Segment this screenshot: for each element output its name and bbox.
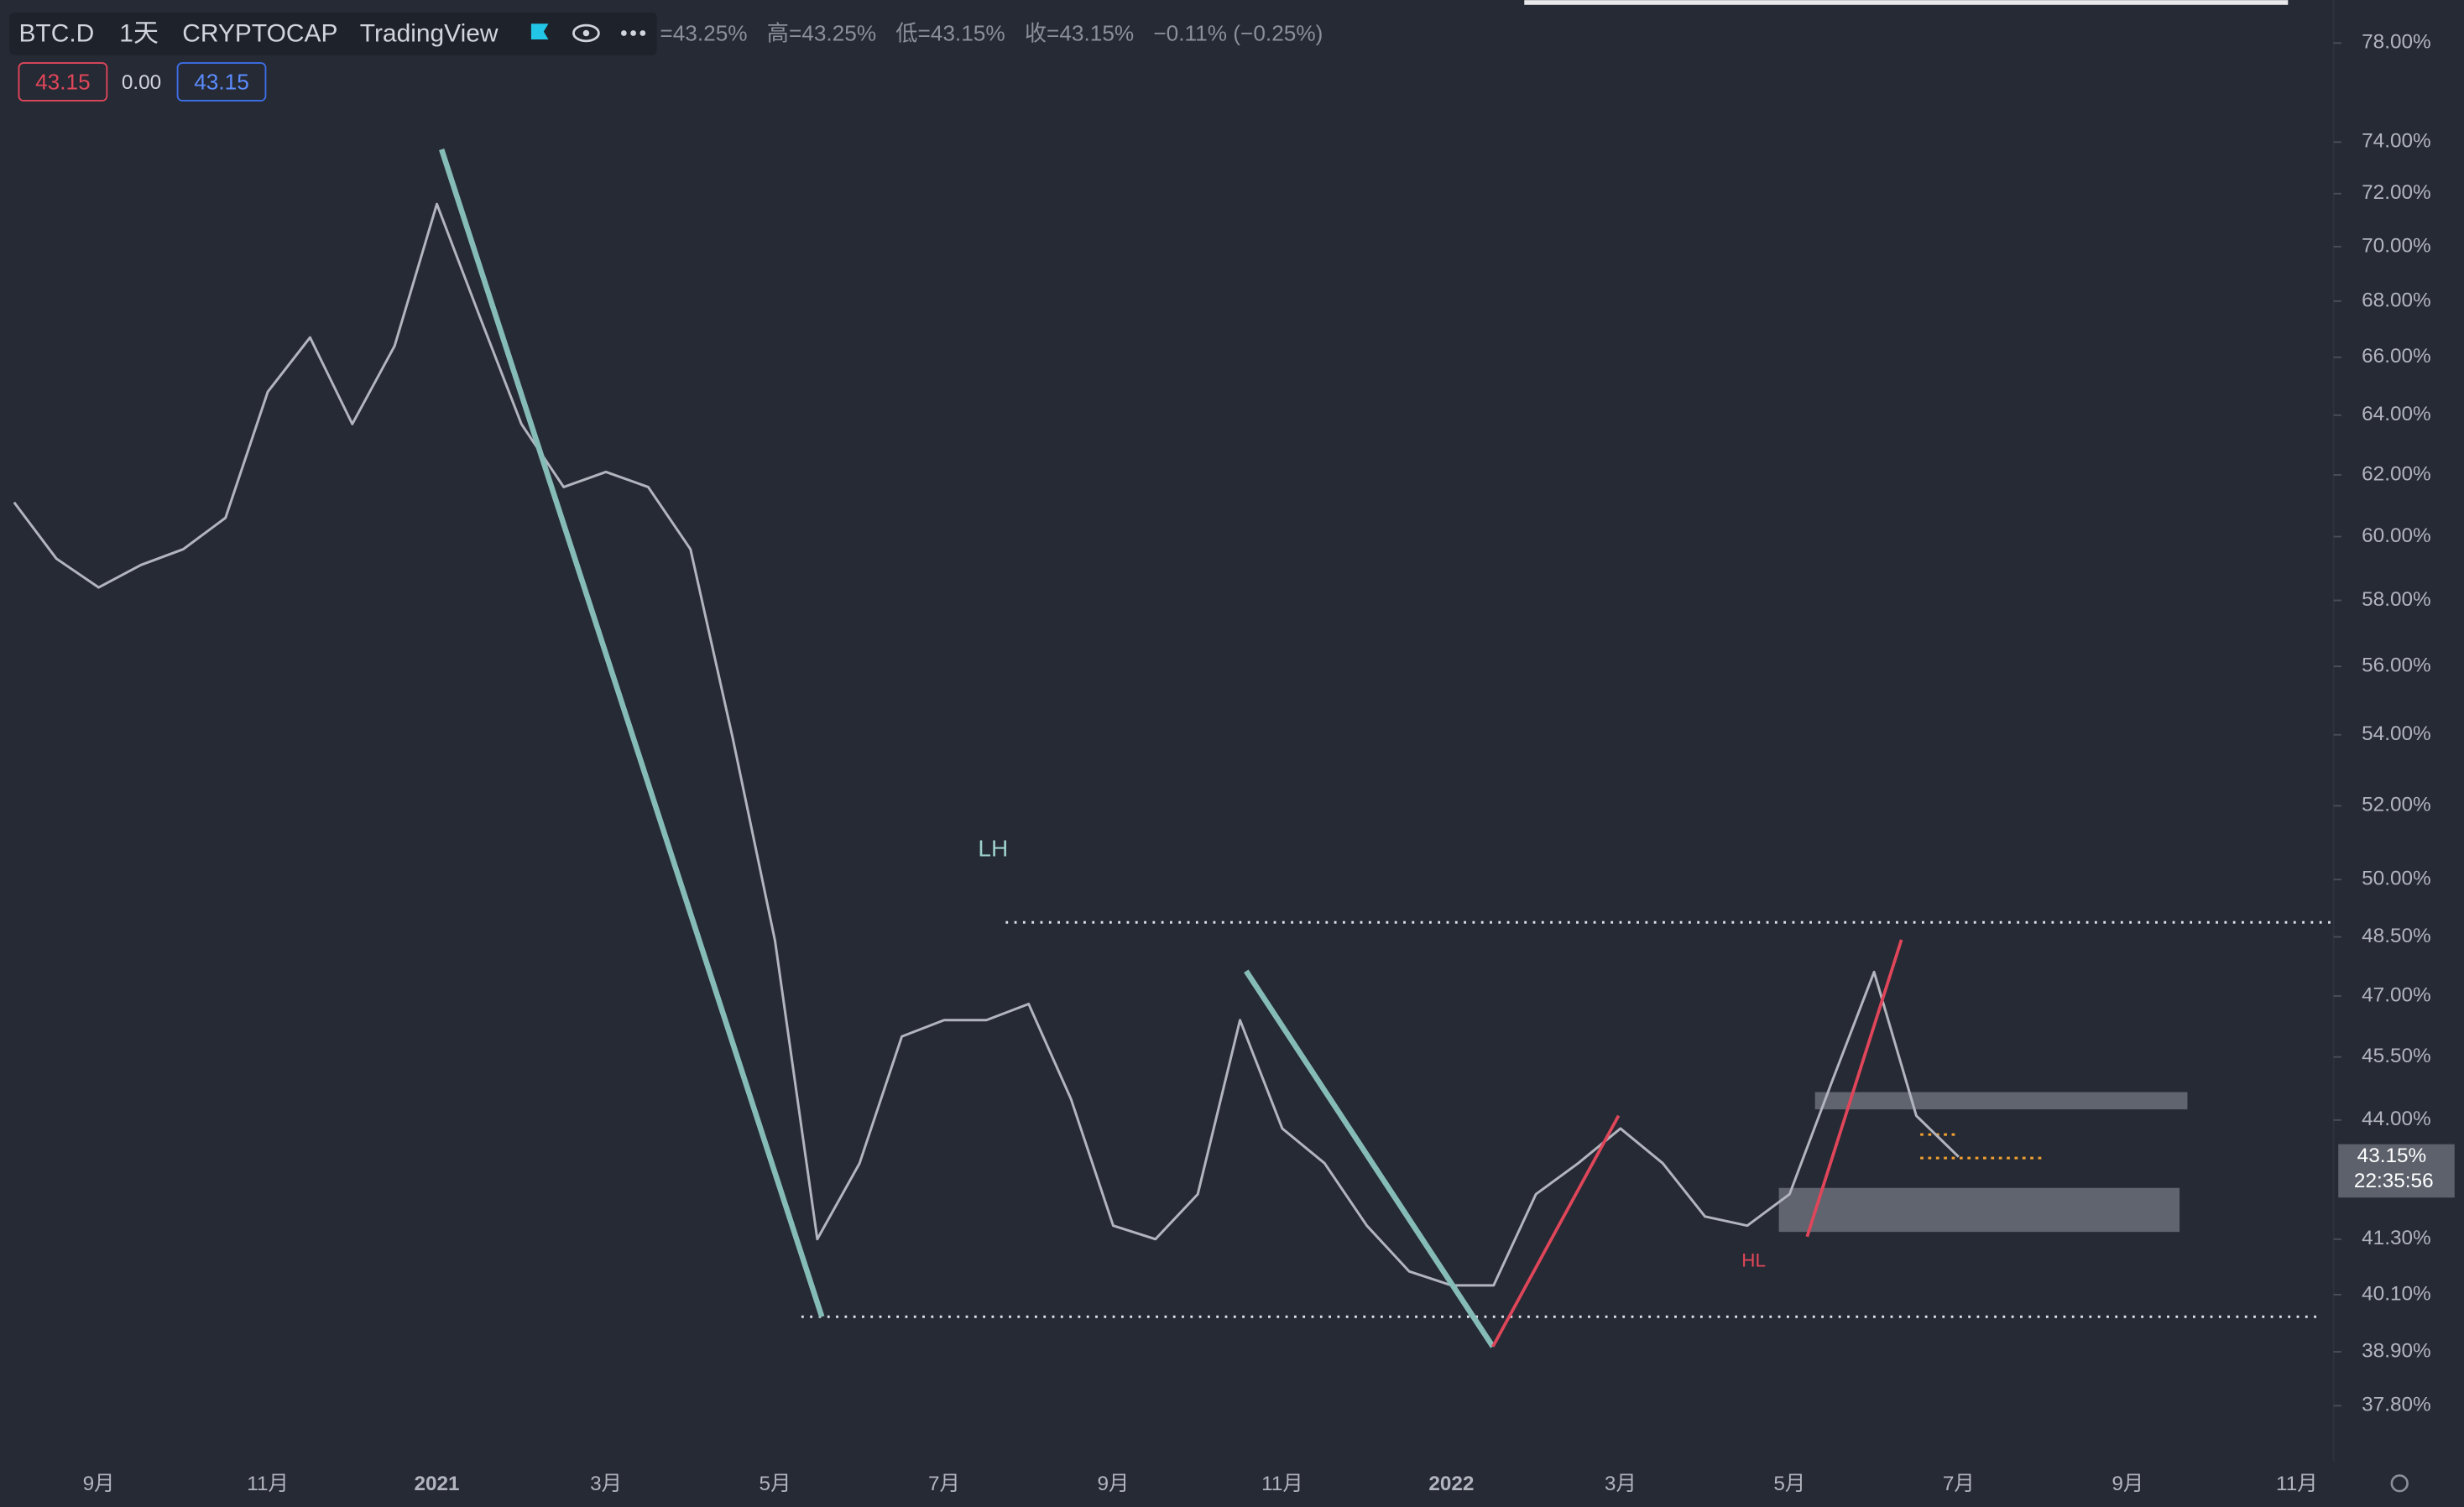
y-tick-label: 44.00% xyxy=(2362,1108,2431,1130)
last-price: 43.15% xyxy=(2357,1145,2427,1167)
ohlc: −0.11% (−0.25%) xyxy=(1153,20,1323,45)
y-tick-label: 72.00% xyxy=(2362,181,2431,204)
price-line xyxy=(13,202,1960,1287)
y-tick-label: 64.00% xyxy=(2362,403,2431,425)
ohlc: 高=43.25% xyxy=(767,20,876,45)
x-tick-label: 5月 xyxy=(1773,1473,1805,1495)
exchange: CRYPTOCAP xyxy=(182,19,337,47)
trend-line xyxy=(1491,1114,1621,1348)
last-price-box xyxy=(2338,1144,2455,1198)
indicator-value: 43.15 xyxy=(194,69,249,94)
y-tick-label: 58.00% xyxy=(2362,588,2431,611)
zone-box xyxy=(1778,1187,2180,1233)
settings-icon[interactable] xyxy=(2390,1474,2409,1493)
y-tick-label: 62.00% xyxy=(2362,462,2431,485)
y-tick-label: 70.00% xyxy=(2362,234,2431,257)
symbol[interactable]: BTC.D xyxy=(18,19,94,47)
x-tick-label: 3月 xyxy=(1605,1473,1637,1495)
x-tick-label: 9月 xyxy=(1098,1473,1130,1495)
source: TradingView xyxy=(360,19,499,47)
x-tick-label: 7月 xyxy=(928,1473,960,1495)
y-tick-label: 78.00% xyxy=(2362,31,2431,54)
x-tick-label: 2022 xyxy=(1428,1473,1474,1495)
top-panel-edge xyxy=(1524,0,2289,5)
y-tick-label: 38.90% xyxy=(2362,1339,2431,1362)
more-icon[interactable] xyxy=(620,30,646,36)
indicator-box xyxy=(176,62,267,102)
interval[interactable]: 1天 xyxy=(119,19,159,47)
y-tick-label: 41.30% xyxy=(2362,1227,2431,1249)
x-tick-label: 7月 xyxy=(1943,1473,1975,1495)
eye-icon[interactable] xyxy=(572,23,600,43)
y-tick-label: 47.00% xyxy=(2362,983,2431,1006)
header-bg xyxy=(9,13,657,55)
y-tick-label: 50.00% xyxy=(2362,868,2431,890)
trend-line xyxy=(1244,969,1496,1348)
y-tick-label: 74.00% xyxy=(2362,130,2431,153)
y-tick-label: 68.00% xyxy=(2362,289,2431,311)
trend-line xyxy=(439,149,825,1318)
y-tick-label: 40.10% xyxy=(2362,1282,2431,1305)
x-tick-label: 3月 xyxy=(590,1473,622,1495)
x-tick-label: 11月 xyxy=(2276,1473,2318,1495)
ohlc: 低=43.15% xyxy=(895,20,1005,45)
x-tick-label: 5月 xyxy=(760,1473,791,1495)
y-tick-label: 52.00% xyxy=(2362,794,2431,816)
y-tick-label: 54.00% xyxy=(2362,722,2431,745)
x-tick-label: 11月 xyxy=(1261,1473,1303,1495)
flag-icon[interactable] xyxy=(530,23,549,39)
zone-box xyxy=(1814,1092,2188,1110)
indicator-box xyxy=(18,62,108,102)
eye-icon[interactable] xyxy=(582,29,590,37)
x-tick-label: 9月 xyxy=(83,1473,115,1495)
plot xyxy=(13,202,1960,1287)
trend-line xyxy=(1805,939,1903,1238)
indicator-value: 0.00 xyxy=(122,71,161,94)
y-tick-label: 56.00% xyxy=(2362,654,2431,677)
ohlc: 收=43.15% xyxy=(1025,20,1134,45)
y-tick-label: 37.80% xyxy=(2362,1394,2431,1416)
x-tick-label: 9月 xyxy=(2112,1473,2143,1495)
y-tick-label: 45.50% xyxy=(2362,1045,2431,1067)
indicator-value: 43.15 xyxy=(35,69,91,94)
y-tick-label: 66.00% xyxy=(2362,345,2431,368)
y-tick-label: 60.00% xyxy=(2362,524,2431,547)
annotation: LH xyxy=(978,836,1008,862)
ohlc: =43.25% xyxy=(660,20,747,45)
countdown: 22:35:56 xyxy=(2354,1170,2434,1192)
drawings xyxy=(801,920,2334,1318)
trend-lines xyxy=(439,149,1903,1348)
x-tick-label: 11月 xyxy=(247,1473,289,1495)
annotation: HL xyxy=(1741,1250,1766,1271)
x-tick-label: 2021 xyxy=(414,1473,459,1495)
y-tick-label: 48.50% xyxy=(2362,925,2431,947)
